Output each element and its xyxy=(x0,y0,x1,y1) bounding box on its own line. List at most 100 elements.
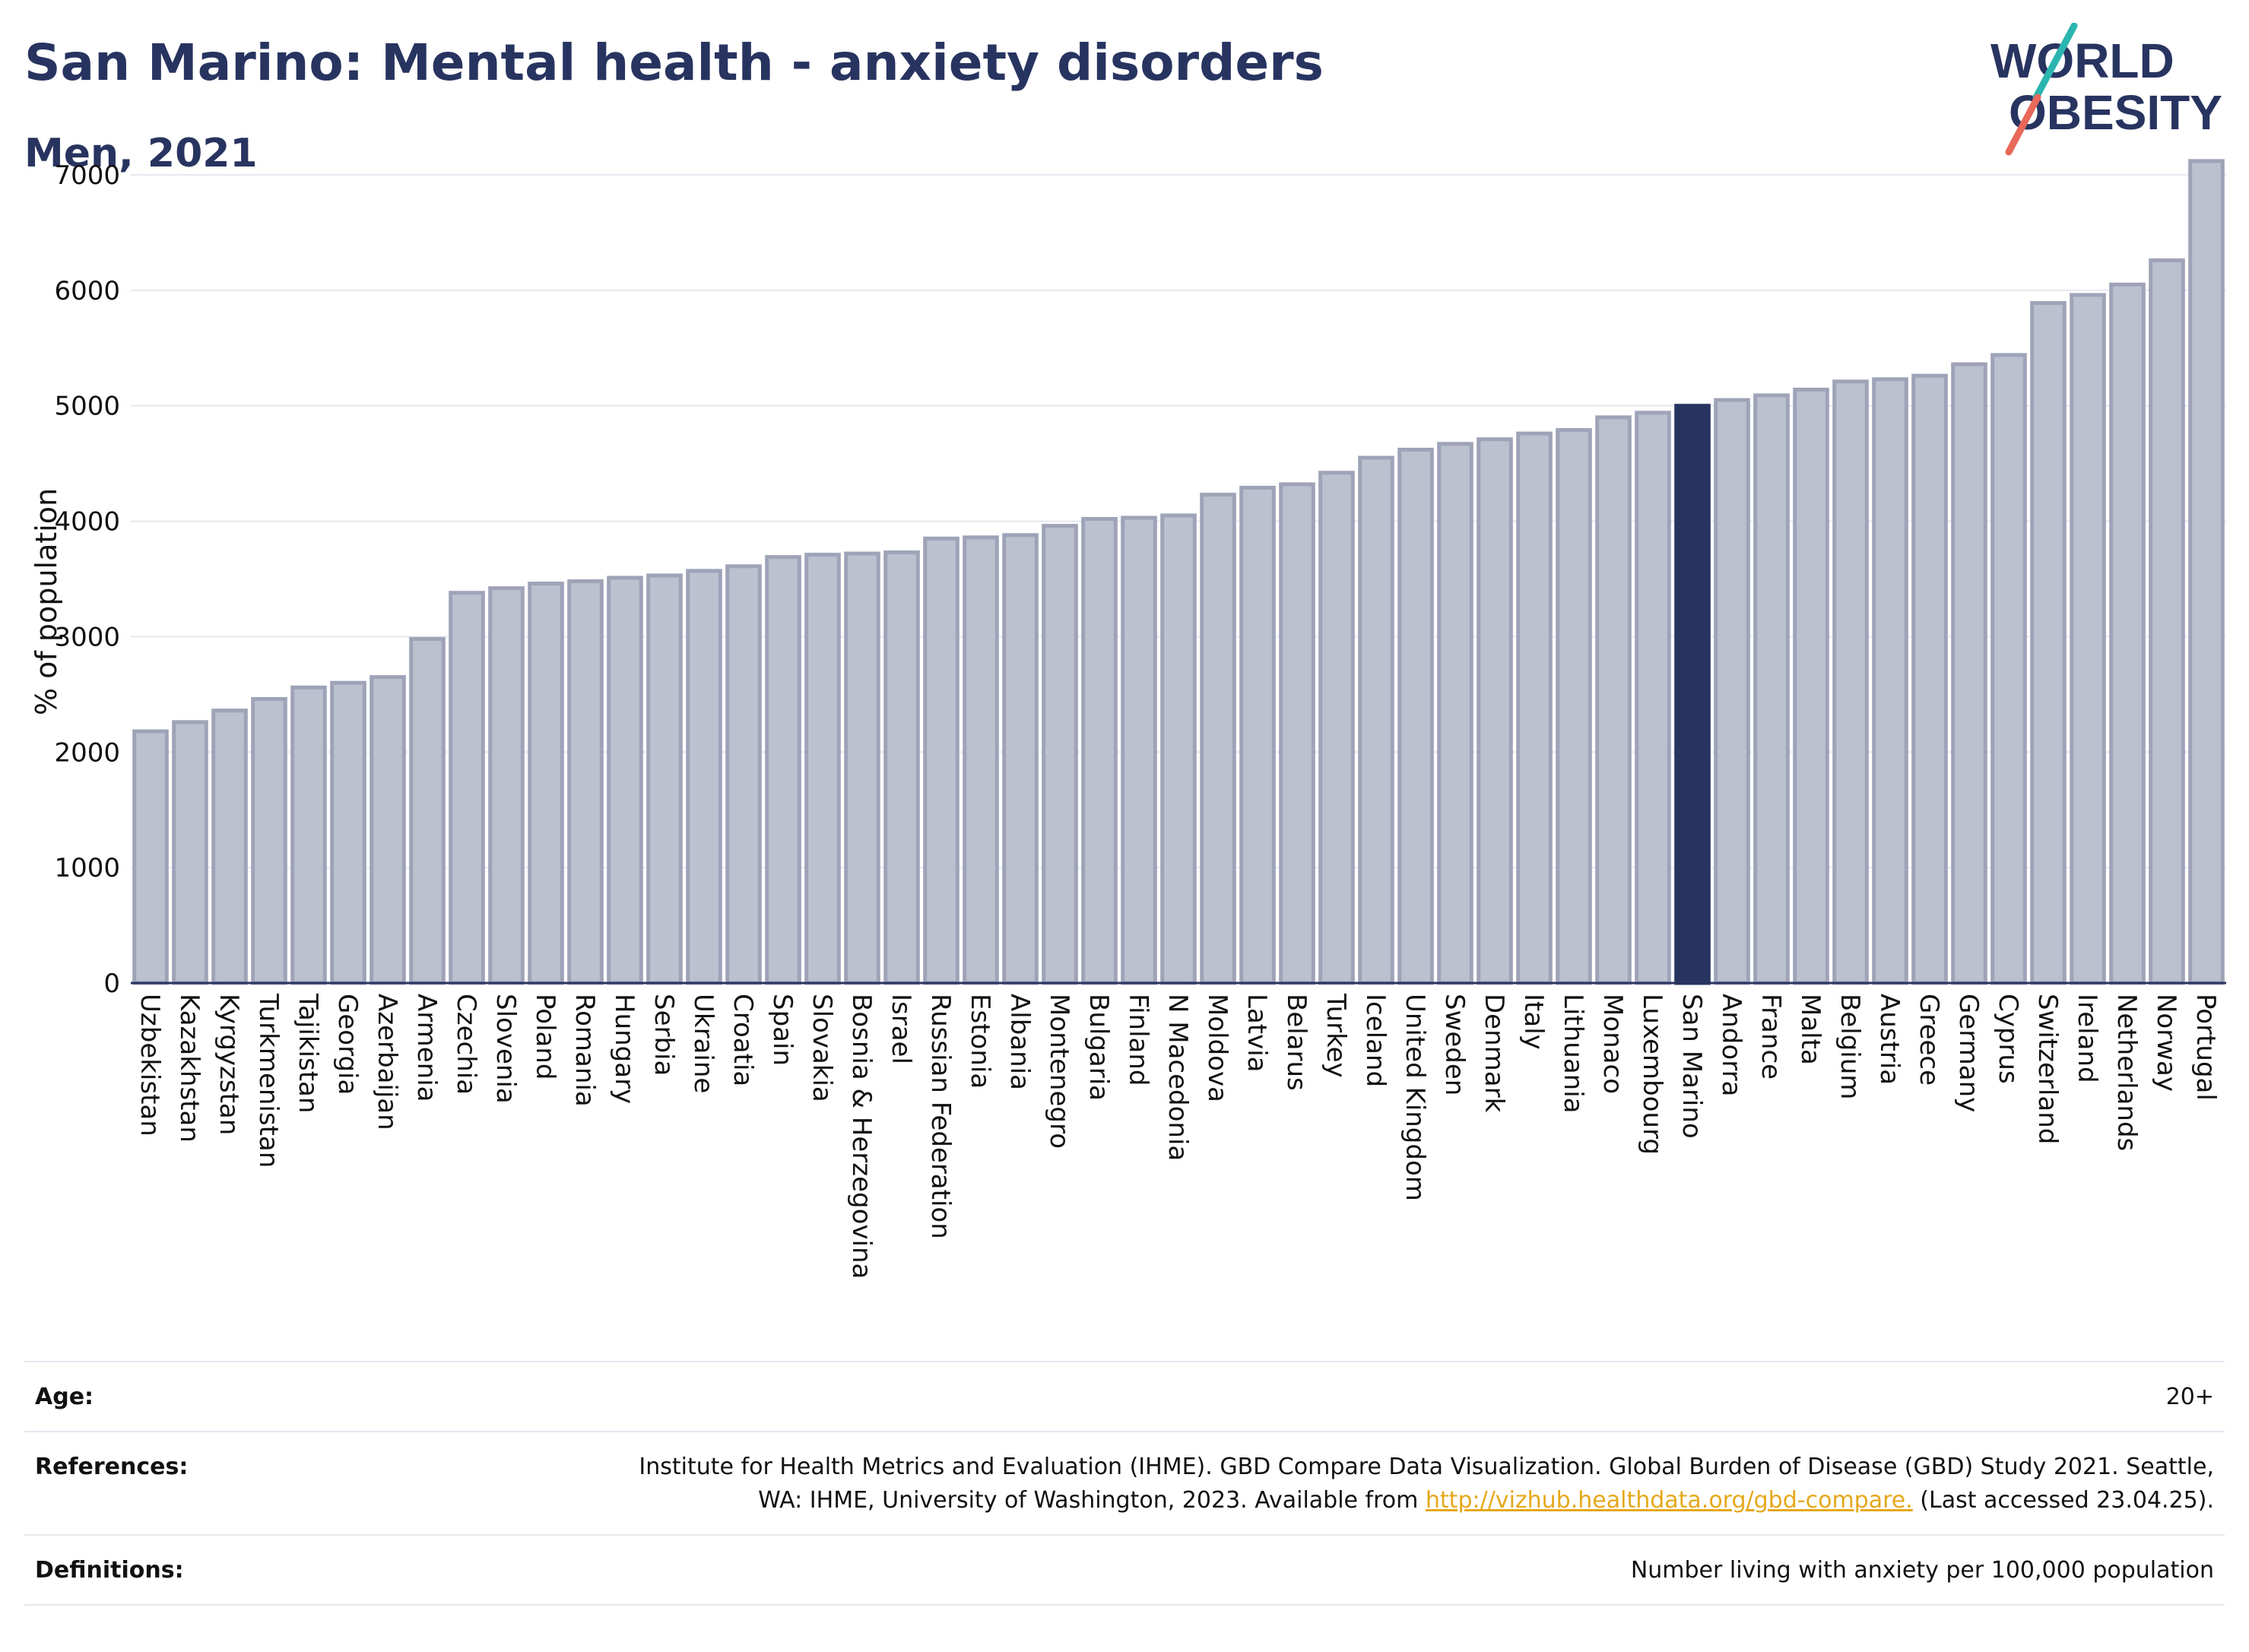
bar-tajikistan xyxy=(290,685,327,985)
bar-ireland xyxy=(2070,293,2106,985)
x-tick-label: San Marino xyxy=(1676,994,1707,1139)
y-tick-label: 3000 xyxy=(54,622,120,652)
references-link[interactable]: http://vizhub.healthdata.org/gbd-compare… xyxy=(1425,1487,1913,1514)
bar-croatia xyxy=(725,564,762,985)
x-tick-label: Israel xyxy=(886,994,916,1064)
x-tick-label: Uzbekistan xyxy=(135,994,165,1137)
x-tick-label: Russian Federation xyxy=(925,994,956,1239)
logo-slash-bottom xyxy=(2005,94,2041,156)
bar-n-macedonia xyxy=(1160,513,1197,985)
x-tick-label: Turkmenistan xyxy=(253,993,284,1168)
bar-hungary xyxy=(607,576,643,985)
bar-belarus xyxy=(1279,482,1315,985)
x-tick-label: Slovenia xyxy=(490,994,521,1104)
x-tick-label: Croatia xyxy=(728,994,758,1086)
x-tick-label: France xyxy=(1756,994,1786,1080)
x-tick-label: Armenia xyxy=(411,994,442,1102)
bar-cyprus xyxy=(1990,353,2027,985)
bar-italy xyxy=(1516,431,1553,985)
x-tick-label: Norway xyxy=(2151,994,2181,1092)
bar-ukraine xyxy=(686,569,722,985)
x-tick-label: Latvia xyxy=(1242,994,1272,1073)
bar-malta xyxy=(1793,387,1829,985)
bar-united-kingdom xyxy=(1397,447,1434,985)
x-tick-label: Netherlands xyxy=(2111,994,2142,1151)
x-tick-label: Albania xyxy=(1004,994,1035,1090)
bar-czechia xyxy=(449,591,485,985)
bar-iceland xyxy=(1358,455,1394,985)
x-tick-label: Bosnia & Herzegovina xyxy=(846,994,877,1279)
bar-finland xyxy=(1121,515,1157,985)
bar-chart: 0 1000 2000 3000 4000 5000 6000 7000 % of popula… xyxy=(30,159,2226,1279)
y-tick-label: 7000 xyxy=(54,160,120,191)
bar-andorra xyxy=(1714,398,1750,985)
x-tick-label: Andorra xyxy=(1716,994,1746,1096)
bar-latvia xyxy=(1239,486,1276,985)
x-tick-label: Cyprus xyxy=(1993,994,2023,1084)
x-tick-label: Monaco xyxy=(1597,994,1628,1094)
references-tail: (Last accessed 23.04.25). xyxy=(1912,1487,2214,1514)
info-row-age: Age: 20+ xyxy=(24,1361,2225,1431)
x-tick-label: Belgium xyxy=(1835,994,1865,1099)
x-tick-label: Spain xyxy=(767,994,798,1066)
y-axis-label: % of population xyxy=(30,488,63,715)
bar-albania xyxy=(1002,533,1039,985)
definitions-label: Definitions: xyxy=(35,1557,184,1584)
y-tick-label: 1000 xyxy=(54,853,120,883)
bar-germany xyxy=(1951,362,1987,985)
x-tick-label: Denmark xyxy=(1479,994,1509,1113)
bar-romania xyxy=(567,579,604,985)
x-tick-label: Serbia xyxy=(649,994,679,1076)
info-row-references: References: Institute for Health Metrics… xyxy=(24,1431,2225,1534)
x-tick-label: Germany xyxy=(1953,994,1984,1112)
bar-spain xyxy=(765,555,801,985)
x-tick-label: Italy xyxy=(1518,994,1549,1050)
x-tick-label: Iceland xyxy=(1360,994,1391,1087)
bar-lithuania xyxy=(1556,428,1592,985)
x-tick-label: United Kingdom xyxy=(1400,994,1430,1201)
x-tick-label: Kyrgyzstan xyxy=(214,994,244,1135)
x-tick-label: Czechia xyxy=(451,994,481,1095)
bar-georgia xyxy=(330,680,366,985)
bar-luxembourg xyxy=(1635,411,1671,985)
x-tick-label: Bulgaria xyxy=(1083,994,1114,1101)
bar-netherlands xyxy=(2109,282,2146,985)
x-tick-label: Romania xyxy=(569,994,600,1107)
x-tick-label: Moldova xyxy=(1202,994,1232,1102)
bar-norway xyxy=(2149,258,2185,985)
x-tick-label: Portugal xyxy=(2190,994,2221,1101)
x-tick-label: Lithuania xyxy=(1558,994,1588,1113)
x-tick-label: Azerbaijan xyxy=(372,994,402,1130)
bar-switzerland xyxy=(2030,301,2067,985)
x-tick-label: Switzerland xyxy=(2032,994,2063,1144)
logo-line2: OBESITY xyxy=(2009,85,2222,140)
logo-slash-top xyxy=(2032,23,2078,101)
bar-belgium xyxy=(1832,379,1869,985)
definitions-value: Number living with anxiety per 100,000 p… xyxy=(1630,1557,2214,1584)
x-tick-label: Luxembourg xyxy=(1637,994,1667,1155)
y-tick-label: 0 xyxy=(103,969,120,999)
bar-bosnia-herzegovina xyxy=(844,551,880,985)
bar-denmark xyxy=(1477,437,1513,985)
x-tick-label: Malta xyxy=(1795,994,1826,1065)
age-label: Age: xyxy=(35,1384,94,1410)
references-value: Institute for Health Metrics and Evaluat… xyxy=(617,1451,2214,1517)
page-title: San Marino: Mental health - anxiety diso… xyxy=(24,33,1324,92)
bar-greece xyxy=(1911,373,1948,985)
x-tick-label: Montenegro xyxy=(1044,994,1074,1149)
x-tick-label: Austria xyxy=(1874,994,1905,1085)
world-obesity-logo: WORLD OBESITY xyxy=(1990,23,2222,156)
bar-slovakia xyxy=(804,553,841,985)
bar-kazakhstan xyxy=(172,720,208,985)
bar-turkmenistan xyxy=(251,696,287,985)
bar-israel xyxy=(883,550,920,985)
bar-sweden xyxy=(1437,442,1473,985)
age-value: 20+ xyxy=(2165,1384,2214,1410)
x-tick-label: Greece xyxy=(1914,994,1944,1086)
info-table: Age: 20+ References: Institute for Healt… xyxy=(24,1361,2225,1606)
bar-moldova xyxy=(1200,493,1236,985)
bar-bulgaria xyxy=(1081,517,1118,985)
x-tick-label: Finland xyxy=(1123,994,1153,1086)
x-tick-label: Hungary xyxy=(609,994,639,1104)
y-tick-label: 2000 xyxy=(54,737,120,768)
